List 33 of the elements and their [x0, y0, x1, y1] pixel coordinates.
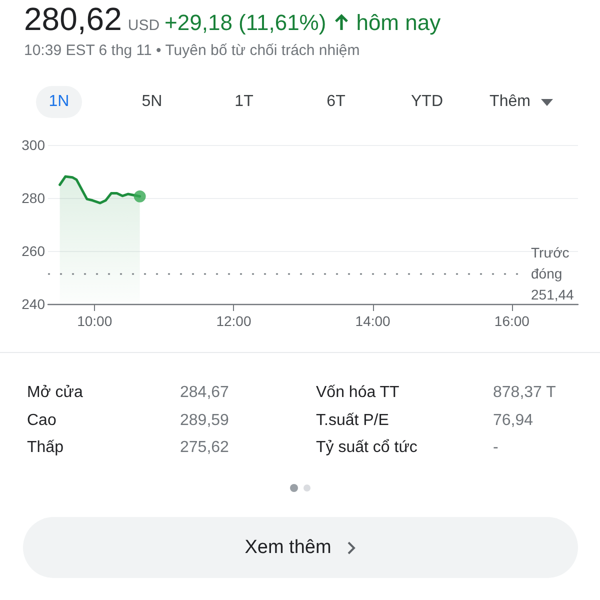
button: Xem thêm: [23, 517, 578, 578]
text: YTD: [411, 92, 443, 112]
ref-line-label: Trước đóng 251,44: [531, 244, 574, 303]
text: Cao: [27, 411, 56, 431]
text: 1T: [234, 92, 254, 112]
x-tick-label: 14:00: [355, 313, 391, 329]
text: Thấp: [27, 438, 64, 458]
text: Vốn hóa TT: [316, 383, 400, 403]
text: hôm nay: [356, 10, 441, 36]
y-tick-label: 280: [22, 190, 46, 206]
y-tick-label: 240: [22, 296, 46, 312]
text: 275,62: [180, 438, 229, 458]
text: 289,59: [180, 411, 229, 431]
y-tick-label: 260: [22, 243, 46, 259]
text: +29,18 (11,61%): [164, 10, 326, 36]
text: 284,67: [180, 383, 229, 403]
text: 6T: [326, 92, 346, 112]
text: T.suất P/E: [316, 411, 389, 431]
text: Tỷ suất cổ tức: [316, 438, 418, 458]
text: 1N: [48, 92, 70, 112]
y-tick-label: 300: [22, 137, 46, 153]
chart-title: 280,62: [24, 0, 122, 38]
text: 5N: [142, 92, 162, 112]
x-tick-label: 12:00: [216, 313, 252, 329]
text: 76,94: [493, 411, 534, 431]
text: USD: [128, 17, 160, 34]
text: -: [493, 438, 498, 458]
text: Mở cửa: [27, 383, 83, 403]
text: Thêm: [490, 92, 530, 112]
x-tick-label: 10:00: [77, 313, 112, 329]
chart-subtitle: 10:39 EST 6 thg 11 • Tuyên bố từ chối trách nhiệm: [24, 41, 360, 61]
x-tick-label: 16:00: [494, 313, 530, 329]
text: 878,37 T: [493, 383, 556, 403]
